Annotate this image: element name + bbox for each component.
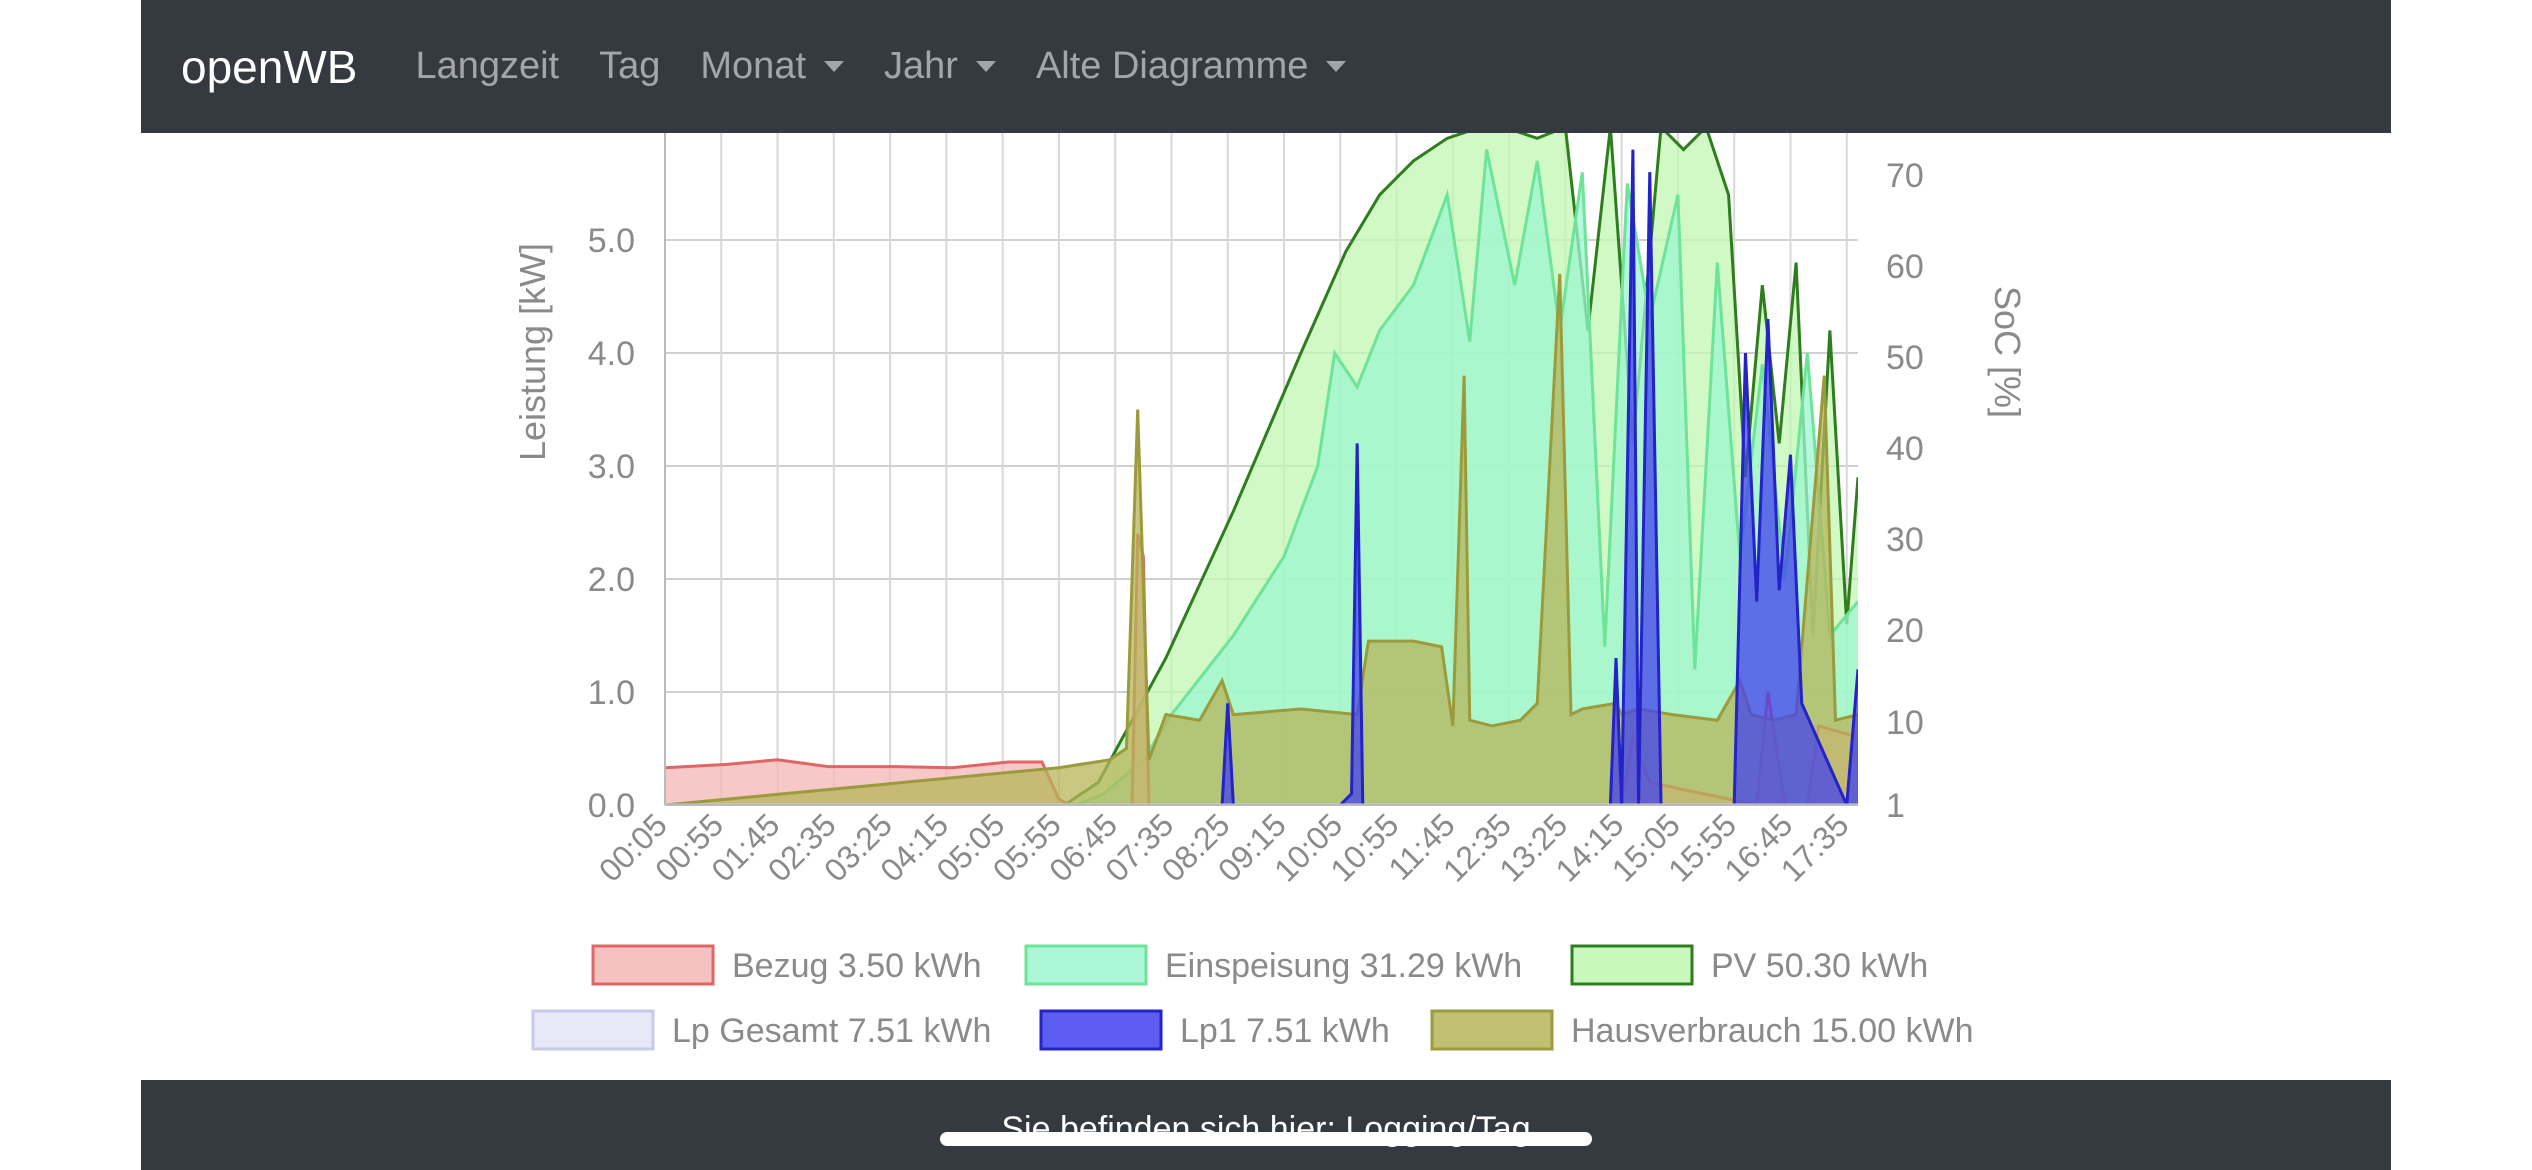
- legend-label: Hausverbrauch 15.00 kWh: [1571, 1012, 1974, 1050]
- caret-down-icon: [975, 61, 996, 72]
- nav-alte-diagramme-dropdown[interactable]: Alte Diagramme: [1036, 45, 1347, 88]
- navbar: openWB Langzeit Tag Monat Jahr Alte Diag…: [141, 0, 2391, 133]
- y2-axis-title: SoC [%]: [1987, 286, 2028, 418]
- brand-logo[interactable]: openWB: [181, 40, 358, 93]
- y2-tick-label: 1: [1886, 787, 1905, 825]
- y-axis-title: Leistung [kW]: [512, 243, 553, 461]
- y-tick-label: 3.0: [588, 448, 635, 486]
- chart-series-area: [665, 133, 1858, 805]
- legend-label: PV 50.30 kWh: [1711, 947, 1928, 985]
- legend-swatch: [1024, 944, 1148, 986]
- nav-jahr-dropdown[interactable]: Jahr: [884, 45, 996, 88]
- y-tick-label: 4.0: [588, 335, 635, 373]
- home-indicator[interactable]: [940, 1132, 1592, 1146]
- y-tick-label: 1.0: [588, 674, 635, 712]
- y2-tick-label: 20: [1886, 612, 1924, 650]
- chart-legend: Bezug 3.50 kWh Einspeisung 31.29 kWh PV 50…: [531, 944, 1974, 1051]
- legend-swatch: [1430, 1009, 1554, 1051]
- legend-swatch: [1039, 1009, 1163, 1051]
- series-area-fill: [665, 533, 1858, 805]
- legend-label: Lp Gesamt 7.51 kWh: [672, 1012, 991, 1050]
- y-tick-label: 0.0: [588, 787, 635, 825]
- legend-label: Lp1 7.51 kWh: [1180, 1012, 1390, 1050]
- y-tick-label: 5.0: [588, 222, 635, 260]
- legend-label: Bezug 3.50 kWh: [732, 947, 981, 985]
- y2-tick-label: 60: [1886, 248, 1924, 286]
- y2-tick-label: 70: [1886, 157, 1924, 195]
- nav-langzeit[interactable]: Langzeit: [415, 45, 560, 87]
- legend-swatch: [591, 944, 715, 986]
- footer: Sie befinden sich hier: Logging/Tag: [141, 1080, 2391, 1170]
- y2-tick-label: 10: [1886, 704, 1924, 742]
- series-line: [665, 149, 1858, 805]
- y2-tick-label: 50: [1886, 339, 1924, 377]
- legend-label: Einspeisung 31.29 kWh: [1165, 947, 1522, 985]
- y2-tick-label: 40: [1886, 430, 1924, 468]
- series-area-fill: [665, 149, 1858, 805]
- nav-monat-dropdown[interactable]: Monat: [700, 45, 845, 88]
- caret-down-icon: [1326, 61, 1347, 72]
- y2-tick-label: 30: [1886, 521, 1924, 559]
- series-area-fill: [665, 273, 1858, 805]
- y-tick-label: 2.0: [588, 561, 635, 599]
- legend-swatch: [531, 1009, 655, 1051]
- caret-down-icon: [824, 61, 845, 72]
- daily-power-chart: 0.01.02.03.04.05.011020304050607000:0500…: [512, 133, 2028, 1051]
- legend-swatch: [1570, 944, 1694, 986]
- nav-tag[interactable]: Tag: [599, 45, 661, 87]
